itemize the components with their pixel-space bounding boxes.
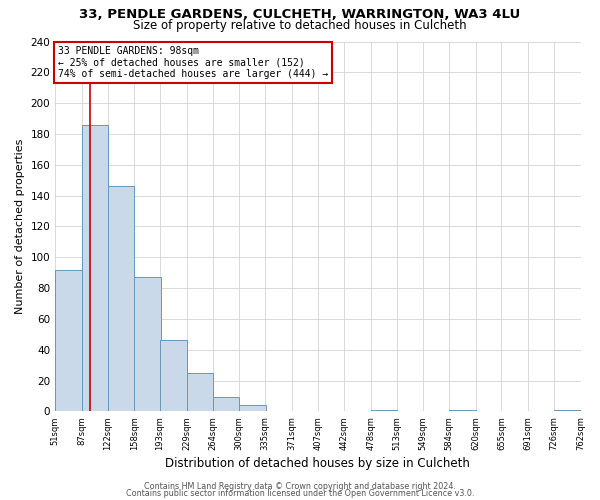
Bar: [212, 398, 239, 411]
Bar: [371, 410, 397, 412]
Bar: [187, 373, 213, 412]
Bar: [239, 405, 266, 411]
Text: 33, PENDLE GARDENS, CULCHETH, WARRINGTON, WA3 4LU: 33, PENDLE GARDENS, CULCHETH, WARRINGTON…: [79, 8, 521, 20]
Bar: [160, 340, 187, 411]
Bar: [107, 186, 134, 412]
Text: Contains HM Land Registry data © Crown copyright and database right 2024.: Contains HM Land Registry data © Crown c…: [144, 482, 456, 491]
Text: Size of property relative to detached houses in Culcheth: Size of property relative to detached ho…: [133, 19, 467, 32]
Bar: [55, 270, 82, 412]
Text: 33 PENDLE GARDENS: 98sqm
← 25% of detached houses are smaller (152)
74% of semi-: 33 PENDLE GARDENS: 98sqm ← 25% of detach…: [58, 46, 328, 80]
X-axis label: Distribution of detached houses by size in Culcheth: Distribution of detached houses by size …: [166, 457, 470, 470]
Bar: [134, 278, 161, 411]
Bar: [82, 124, 109, 412]
Y-axis label: Number of detached properties: Number of detached properties: [15, 138, 25, 314]
Text: Contains public sector information licensed under the Open Government Licence v3: Contains public sector information licen…: [126, 489, 474, 498]
Bar: [449, 410, 476, 412]
Bar: [554, 410, 581, 412]
